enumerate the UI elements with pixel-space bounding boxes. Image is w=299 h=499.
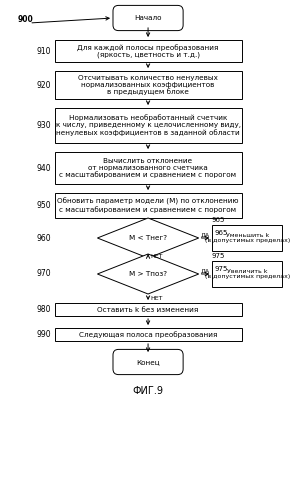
FancyBboxPatch shape xyxy=(113,349,183,375)
Text: НЕТ: НЕТ xyxy=(150,253,163,258)
Text: M < Tнег?: M < Tнег? xyxy=(129,235,167,241)
Text: НЕТ: НЕТ xyxy=(150,296,163,301)
FancyBboxPatch shape xyxy=(54,71,242,99)
Text: ФИГ.9: ФИГ.9 xyxy=(132,386,164,396)
Text: Нормализовать необработанный счетчик
к числу, приведенному к целочисленному виду: Нормализовать необработанный счетчик к ч… xyxy=(56,115,241,136)
Text: 975: 975 xyxy=(214,266,228,272)
Text: Оставить k без изменения: Оставить k без изменения xyxy=(97,306,199,312)
Text: Следующая полоса преобразования: Следующая полоса преобразования xyxy=(79,331,217,338)
FancyBboxPatch shape xyxy=(54,152,242,184)
Text: 975: 975 xyxy=(211,253,225,259)
Text: 965: 965 xyxy=(214,230,228,236)
Text: Для каждой полосы преобразования
(яркость, цветность и т.д.): Для каждой полосы преобразования (яркост… xyxy=(77,44,219,58)
Text: Вычислить отклонение
от нормализованного счетчика
с масштабированием и сравнение: Вычислить отклонение от нормализованного… xyxy=(60,158,237,179)
FancyBboxPatch shape xyxy=(54,193,242,218)
Text: 920: 920 xyxy=(36,80,51,89)
FancyBboxPatch shape xyxy=(54,40,242,62)
FancyBboxPatch shape xyxy=(212,261,283,287)
Text: 930: 930 xyxy=(36,121,51,130)
Text: ДА: ДА xyxy=(201,232,210,237)
Text: 980: 980 xyxy=(36,305,51,314)
Text: 940: 940 xyxy=(36,164,51,173)
FancyBboxPatch shape xyxy=(113,5,183,30)
Text: Уменьшить k
(в допустимых пределах): Уменьшить k (в допустимых пределах) xyxy=(205,233,290,244)
FancyBboxPatch shape xyxy=(54,303,242,316)
FancyBboxPatch shape xyxy=(54,108,242,143)
Text: 950: 950 xyxy=(36,201,51,210)
Text: 970: 970 xyxy=(36,269,51,278)
Text: M > Tпоз?: M > Tпоз? xyxy=(129,271,167,277)
Text: Начало: Начало xyxy=(134,15,162,21)
Polygon shape xyxy=(97,254,199,294)
Text: Конец: Конец xyxy=(136,359,160,365)
Text: Увеличить k
(в допустимых пределах): Увеличить k (в допустимых пределах) xyxy=(205,268,290,279)
Text: 965: 965 xyxy=(211,217,225,223)
Text: ДА: ДА xyxy=(201,268,210,273)
Text: 900: 900 xyxy=(18,14,33,23)
FancyBboxPatch shape xyxy=(212,225,283,251)
Text: 990: 990 xyxy=(36,330,51,339)
Text: Обновить параметр модели (М) по отклонению
с масштабированием и сравнением с пор: Обновить параметр модели (М) по отклонен… xyxy=(57,198,239,213)
Polygon shape xyxy=(97,218,199,258)
Text: 910: 910 xyxy=(36,46,51,55)
Text: 960: 960 xyxy=(36,234,51,243)
Text: Отсчитывать количество ненулевых
нормализованных коэффициентов
в предыдущем блок: Отсчитывать количество ненулевых нормали… xyxy=(78,74,218,95)
FancyBboxPatch shape xyxy=(54,328,242,341)
